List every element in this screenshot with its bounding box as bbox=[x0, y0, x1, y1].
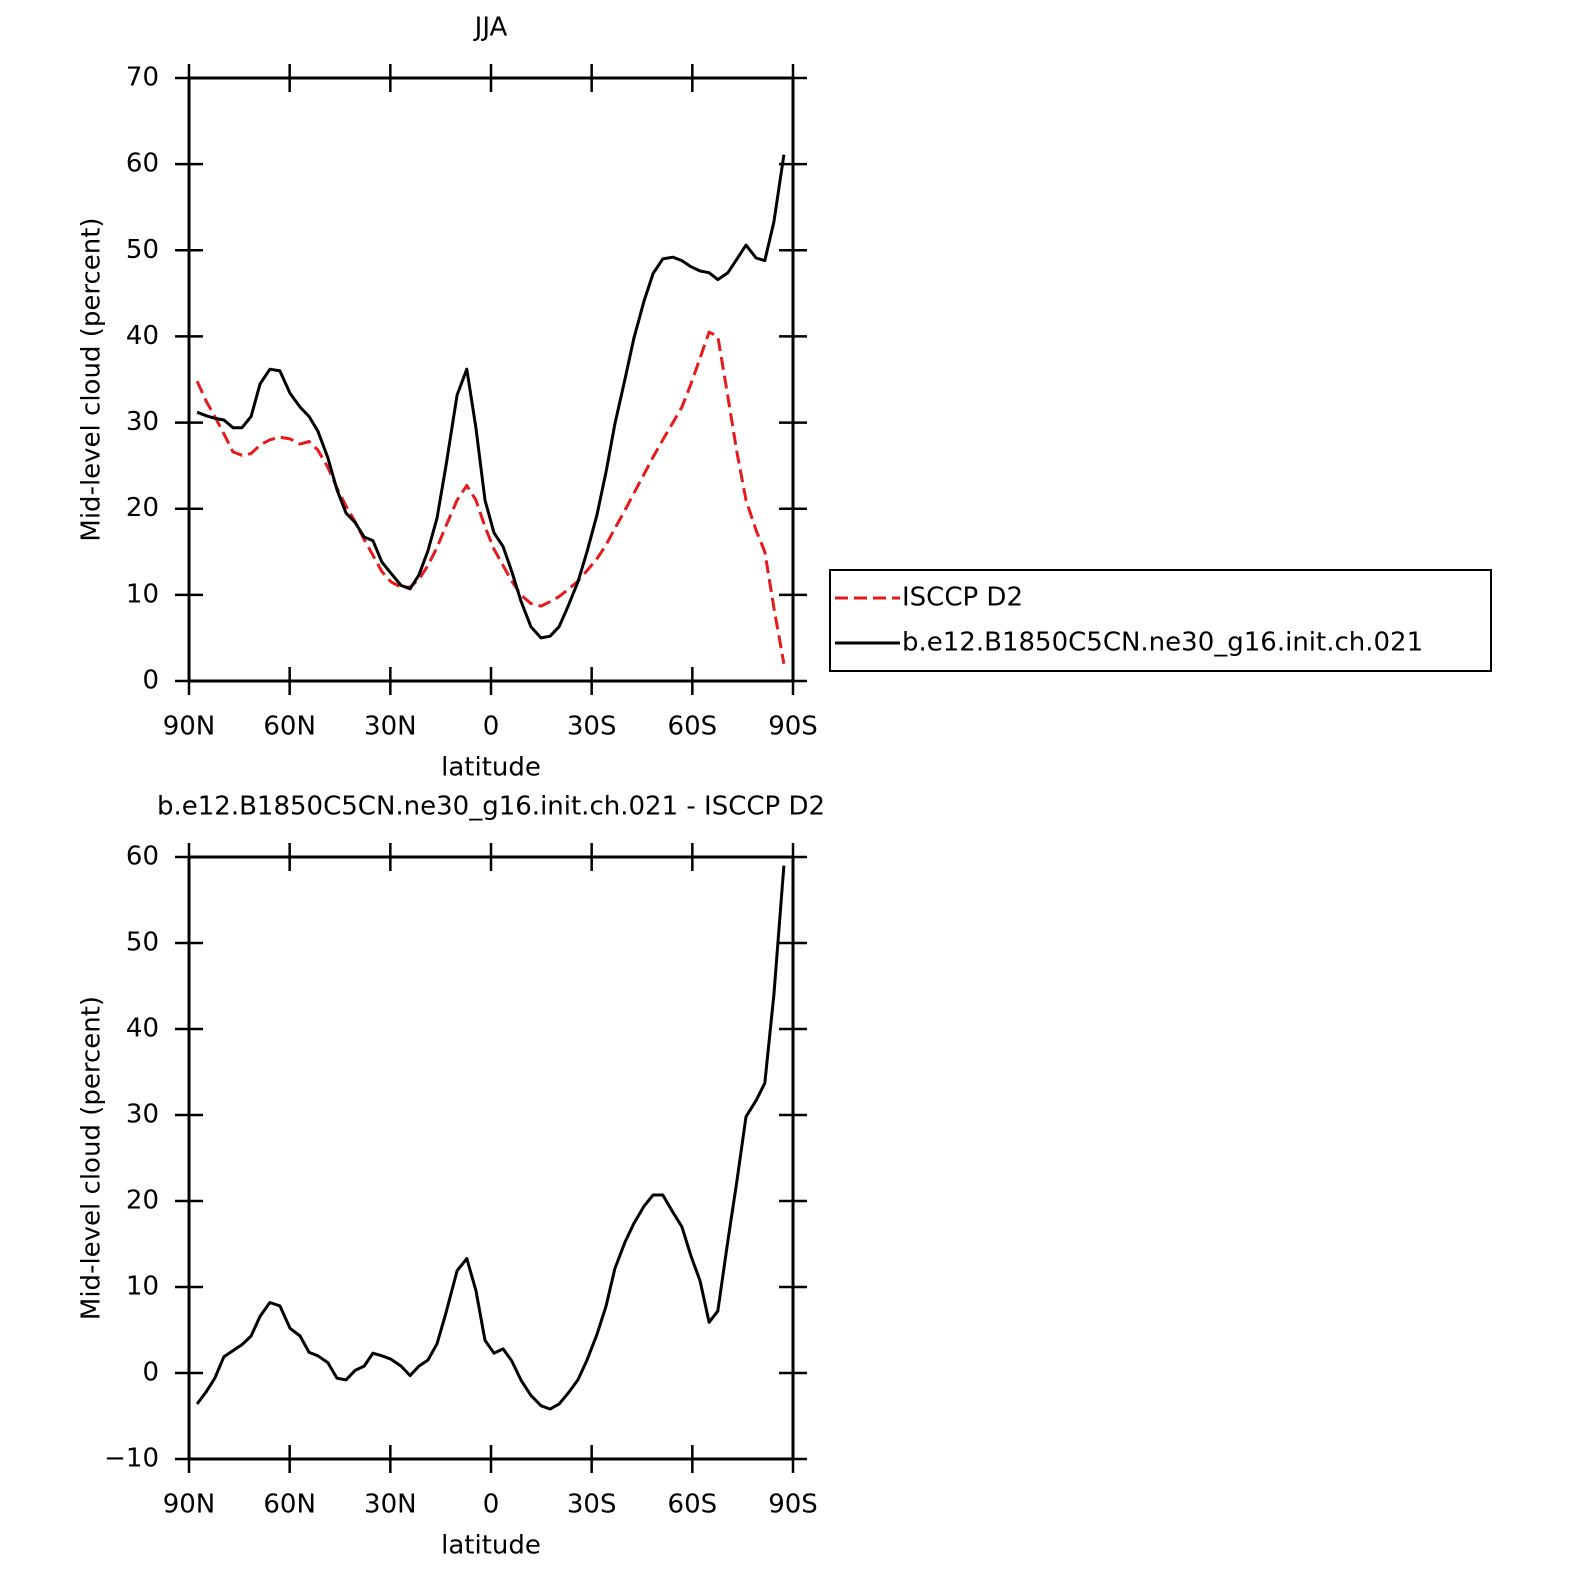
legend-box bbox=[829, 569, 1492, 672]
y-tick-label: 10 bbox=[126, 1272, 159, 1302]
x-axis-label: latitude bbox=[441, 753, 541, 783]
x-tick-label: 60S bbox=[668, 1490, 718, 1520]
x-tick-label: 30S bbox=[567, 712, 617, 742]
series-line bbox=[196, 154, 786, 640]
y-axis-label: Mid-level cloud (percent) bbox=[77, 217, 107, 541]
y-tick-label: −10 bbox=[104, 1444, 159, 1474]
chart-title: JJA bbox=[473, 13, 508, 43]
y-tick-label: 60 bbox=[126, 149, 159, 179]
y-tick-label: 40 bbox=[126, 1014, 159, 1044]
x-tick-label: 60N bbox=[263, 712, 316, 742]
x-tick-label: 90S bbox=[768, 712, 818, 742]
y-tick-label: 30 bbox=[126, 1100, 159, 1130]
y-tick-label: 20 bbox=[126, 493, 159, 523]
x-tick-label: 60N bbox=[263, 1490, 316, 1520]
y-tick-label: 60 bbox=[126, 842, 159, 872]
series-line bbox=[195, 865, 786, 1411]
series-line bbox=[195, 330, 786, 665]
chart-title: b.e12.B1850C5CN.ne30_g16.init.ch.021 - I… bbox=[157, 792, 825, 822]
legend: ISCCP D2 b.e12.B1850C5CN.ne30_g16.init.ch… bbox=[829, 569, 1492, 672]
y-tick-label: 20 bbox=[126, 1186, 159, 1216]
x-tick-label: 30S bbox=[567, 1490, 617, 1520]
x-axis-label: latitude bbox=[441, 1531, 541, 1561]
y-tick-label: 30 bbox=[126, 407, 159, 437]
y-axis-label: Mid-level cloud (percent) bbox=[77, 996, 107, 1320]
legend-label: b.e12.B1850C5CN.ne30_g16.init.ch.021 bbox=[902, 628, 1423, 658]
y-tick-label: 10 bbox=[126, 579, 159, 609]
plot-frame bbox=[187, 855, 795, 1461]
x-tick-label: 30N bbox=[364, 1490, 417, 1520]
plot: JJA latitude Mid-level cloud (percent) 0 10 2… bbox=[77, 13, 818, 783]
y-tick-label: 50 bbox=[126, 928, 159, 958]
x-tick-label: 30N bbox=[364, 712, 417, 742]
y-tick-label: 0 bbox=[142, 666, 159, 696]
y-tick-label: 40 bbox=[126, 321, 159, 351]
y-tick-label: 0 bbox=[142, 1358, 159, 1388]
plot-frame bbox=[187, 76, 795, 683]
x-tick-label: 0 bbox=[483, 712, 500, 742]
x-tick-label: 90S bbox=[768, 1490, 818, 1520]
y-tick-label: 50 bbox=[126, 235, 159, 265]
x-tick-label: 90N bbox=[163, 712, 216, 742]
x-tick-label: 60S bbox=[668, 712, 718, 742]
legend-label: ISCCP D2 bbox=[902, 583, 1023, 613]
y-tick-label: 70 bbox=[126, 63, 159, 93]
x-tick-label: 90N bbox=[163, 1490, 216, 1520]
plot: b.e12.B1850C5CN.ne30_g16.init.ch.021 - I… bbox=[77, 792, 826, 1561]
x-tick-label: 0 bbox=[483, 1490, 500, 1520]
